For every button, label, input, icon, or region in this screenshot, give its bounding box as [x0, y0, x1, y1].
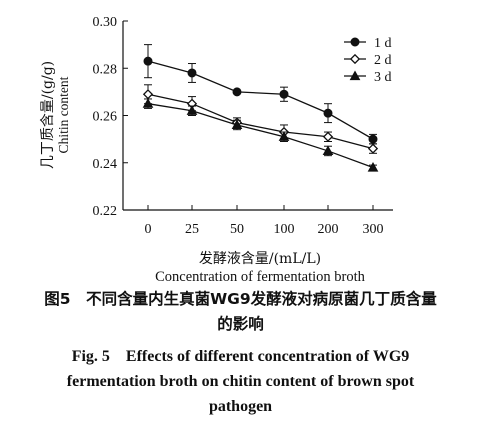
- y-tick-label: 0.22: [93, 204, 118, 219]
- data-point: [186, 105, 198, 115]
- data-point: [367, 161, 379, 172]
- figure-caption-en-line2: fermentation broth on chitin content of …: [66, 373, 415, 390]
- data-point: [279, 89, 289, 99]
- legend-marker: [349, 70, 361, 81]
- series-3: [142, 98, 379, 172]
- legend-entry-2: 2 d: [344, 53, 392, 68]
- data-point: [322, 131, 334, 142]
- series-line: [147, 93, 374, 150]
- data-point: [142, 89, 154, 100]
- figure-caption-en-line3: pathogen: [208, 398, 273, 415]
- x-tick-label: 50: [230, 222, 244, 237]
- chitin-line-chart: 0.22 0.24 0.26 0.28 0.30 0 25 50 100 200 300 1 d 2 …: [40, 15, 393, 285]
- legend: 1 d 2 d 3 d: [344, 36, 392, 85]
- legend-label: 2 d: [374, 53, 392, 68]
- data-point: [232, 87, 242, 97]
- y-axis-label-en: Chitin content: [56, 76, 71, 153]
- figure-caption-cn-line2: 的影响: [217, 315, 264, 333]
- series-line: [147, 60, 374, 140]
- legend-label: 1 d: [374, 36, 392, 51]
- x-tick-label: 200: [318, 222, 339, 237]
- legend-label: 3 d: [374, 70, 392, 85]
- x-tick-label: 100: [274, 222, 295, 237]
- x-axis-label-en: Concentration of fermentation broth: [155, 269, 366, 285]
- series-2: [142, 84, 379, 154]
- series-line: [147, 103, 374, 169]
- data-point: [187, 68, 197, 78]
- x-tick-label: 0: [145, 222, 152, 237]
- series-group: [142, 44, 379, 172]
- data-point: [278, 131, 290, 141]
- data-point: [142, 98, 154, 108]
- data-point: [143, 56, 153, 66]
- data-point: [323, 108, 333, 118]
- y-tick-label: 0.26: [93, 110, 118, 125]
- legend-marker: [349, 53, 361, 65]
- data-point: [367, 143, 379, 154]
- figure-caption-cn-line1: 图5 不同含量内生真菌WG9发酵液对病原菌几丁质含量: [44, 290, 437, 308]
- x-axis-label-cn: 发酵液含量/(mL/L): [199, 251, 321, 267]
- legend-entry-3: 3 d: [344, 70, 392, 85]
- y-axis-label-cn: 几丁质含量/(g/g): [40, 61, 56, 169]
- series-1: [143, 44, 378, 145]
- legend-entry-1: 1 d: [344, 36, 392, 51]
- x-tick-label: 25: [185, 222, 199, 237]
- data-point: [322, 145, 334, 156]
- data-point: [368, 134, 378, 144]
- y-tick-label: 0.30: [93, 15, 118, 30]
- y-tick-label: 0.28: [93, 62, 118, 77]
- legend-marker: [350, 37, 360, 47]
- x-tick-label: 300: [363, 222, 384, 237]
- data-point: [231, 119, 243, 130]
- y-tick-label: 0.24: [93, 157, 118, 172]
- axes: 0.22 0.24 0.26 0.28 0.30 0 25 50 100 200 300: [93, 15, 393, 237]
- figure-caption-en-line1: Fig. 5 Effects of different concentratio…: [71, 348, 410, 365]
